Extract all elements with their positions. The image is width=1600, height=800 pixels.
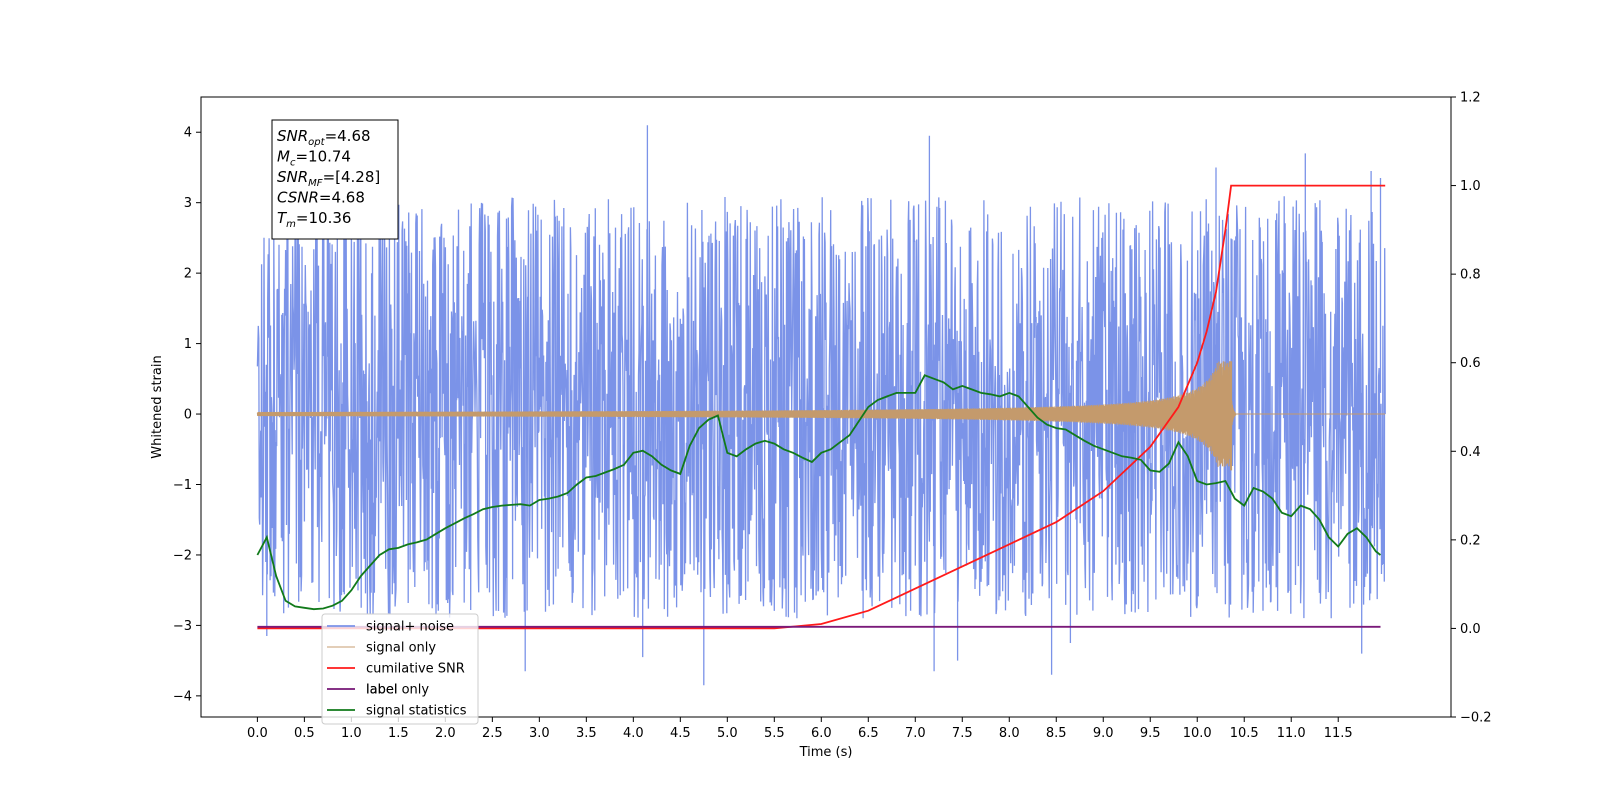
legend-item-signal-only-label: signal only: [366, 641, 436, 656]
stats-line-symbol: CSNR: [277, 189, 319, 207]
stats-line-symbol: M: [277, 148, 290, 166]
y-right-tick-label: 0.6: [1460, 356, 1481, 371]
legend: signal+ noise signal only cumilative SNR la…: [321, 613, 479, 725]
x-tick-label: 8.5: [1046, 726, 1067, 741]
y-right-tick-label: 1.0: [1460, 179, 1481, 194]
y-right-tick-label: −0.2: [1460, 711, 1492, 726]
x-tick-label: 2.0: [435, 726, 456, 741]
x-tick-label: 0.5: [294, 726, 315, 741]
x-tick-label: 4.5: [670, 726, 691, 741]
stats-line-subscript: MF: [308, 178, 323, 189]
series-cumilative-snr-line: [257, 184, 1386, 630]
legend-frame: [321, 613, 479, 725]
stats-box-frame: [271, 119, 399, 240]
x-tick-label: 2.5: [482, 726, 503, 741]
x-tick-label: 7.5: [952, 726, 973, 741]
x-tick-label: 3.0: [529, 726, 550, 741]
series-signal-only-line: [256, 361, 1386, 467]
stats-line-value: =10.36: [296, 209, 352, 227]
y-tick-label: 3: [184, 196, 192, 211]
stats-line-value: =4.68: [319, 189, 365, 207]
x-tick-label: 8.0: [999, 726, 1020, 741]
legend-item-signal-statistics-label: signal statistics: [366, 704, 467, 719]
stats-line-value: =10.74: [295, 148, 351, 166]
legend-item-label-label: label: [366, 683, 397, 698]
y-tick-label: 2: [184, 267, 192, 282]
y-right-tick-label: 0.4: [1460, 445, 1481, 460]
stats-line-subscript: opt: [308, 137, 325, 148]
x-tick-label: 0.0: [247, 726, 268, 741]
stats-line: SNRopt=4.68: [277, 127, 371, 148]
x-tick-label: 9.5: [1140, 726, 1161, 741]
y-tick-label: 0: [184, 408, 192, 423]
y-tick-label: 4: [184, 126, 192, 141]
x-tick-label: 6.0: [811, 726, 832, 741]
x-tick-label: 4.0: [623, 726, 644, 741]
legend-item-label-only-label: label only: [366, 683, 429, 698]
stats-line-symbol: T: [277, 209, 288, 227]
stats-line: CSNR=4.68: [277, 189, 365, 207]
stats-box: SNRopt=4.68Mc=10.74SNRMF=[4.28]CSNR=4.68…: [271, 119, 399, 240]
x-tick-label: 10.0: [1183, 726, 1212, 741]
stats-line: SNRMF=[4.28]: [277, 168, 380, 189]
y-right-tick-label: 0.8: [1460, 268, 1481, 283]
stats-line-subscript: m: [286, 219, 296, 230]
stats-line-symbol: SNR: [277, 127, 308, 145]
y-axis-label: Whitened strain: [150, 355, 165, 458]
series-signal-statistics-line: [256, 374, 1382, 611]
x-tick-label: 11.0: [1277, 726, 1306, 741]
x-tick-label: 1.5: [388, 726, 409, 741]
axes: 0.0 0.5 1.0 1.5 2.0 2.5 3.0 3.5 4.0 4.5 5.0 5.5 6.0 6…: [173, 91, 1492, 742]
x-tick-label: 10.5: [1230, 726, 1259, 741]
x-tick-label: 11.5: [1324, 726, 1353, 741]
plot-frame: [200, 96, 1452, 718]
stats-line-value: =[4.28]: [323, 168, 381, 186]
y-tick-label: −4: [173, 689, 192, 704]
stats-line: Mc=10.74: [277, 148, 351, 169]
x-tick-label: 6.5: [858, 726, 879, 741]
y-right-tick-label: 0.2: [1460, 533, 1481, 548]
x-tick-label: 5.5: [764, 726, 785, 741]
stats-line-symbol: SNR: [277, 168, 308, 186]
x-axis-label: Time (s): [799, 745, 853, 760]
x-tick-label: 5.0: [717, 726, 738, 741]
y-right-tick-label: 1.2: [1460, 91, 1481, 106]
y-tick-label: −1: [173, 478, 192, 493]
stats-line-subscript: c: [290, 158, 296, 169]
plot-area: [256, 125, 1386, 686]
x-tick-label: 1.0: [341, 726, 362, 741]
y-tick-label: −3: [173, 619, 192, 634]
series-signal-noise-line: [256, 125, 1386, 686]
x-tick-label: 7.0: [905, 726, 926, 741]
stats-line-value: =4.68: [325, 127, 371, 145]
x-tick-label: 3.5: [576, 726, 597, 741]
y-tick-label: −2: [173, 548, 192, 563]
legend-item-signal-noise-label: signal+ noise: [366, 620, 454, 635]
stats-line: Tm=10.36: [277, 209, 351, 230]
x-tick-label: 9.0: [1093, 726, 1114, 741]
y-tick-label: 1: [184, 337, 192, 352]
legend-item-cumilative-snr-label: cumilative SNR: [366, 662, 465, 677]
y-right-tick-label: 0.0: [1460, 622, 1481, 637]
